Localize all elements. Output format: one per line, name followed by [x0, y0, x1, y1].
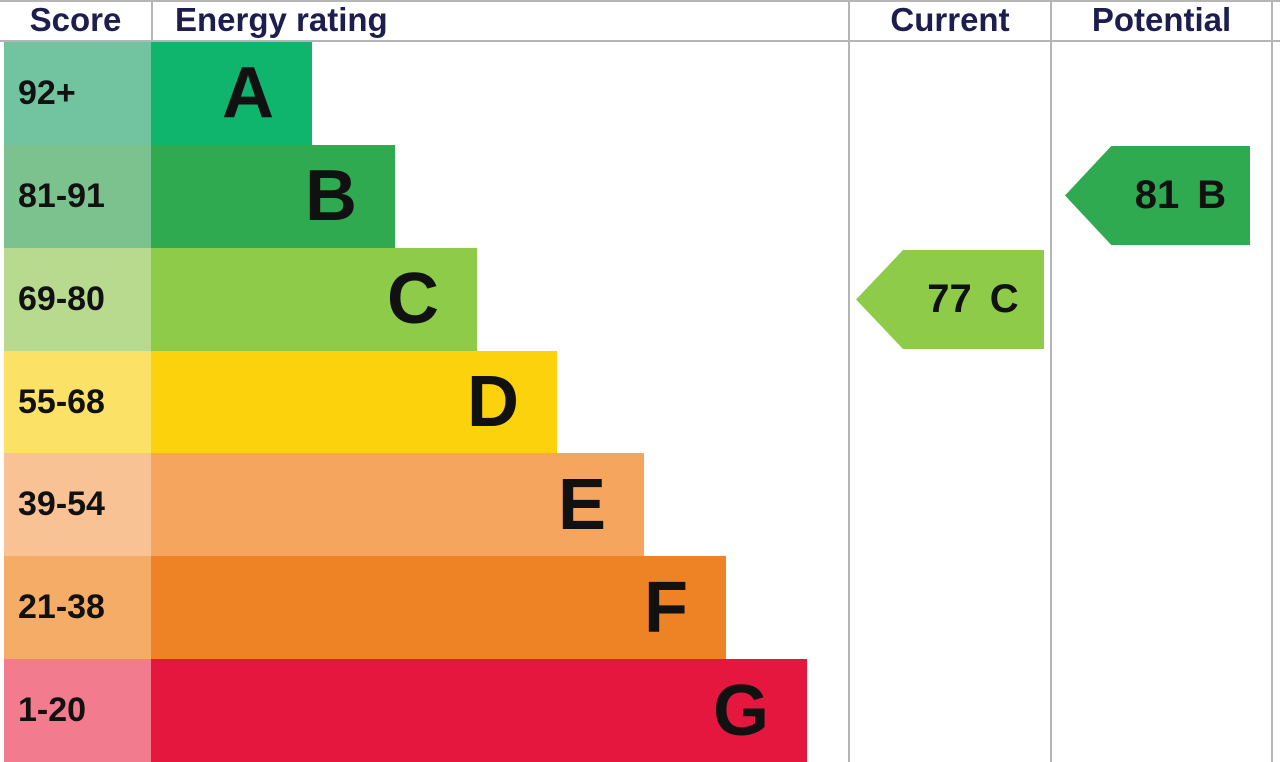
current-band-letter: C	[989, 277, 1019, 321]
rating-bar-e: E	[151, 453, 644, 557]
score-range-a: 92+	[4, 42, 151, 145]
current-column-divider	[848, 0, 850, 762]
table-header: Score Energy rating Current Potential	[0, 0, 1280, 40]
potential-rating-arrow: 81 B	[1065, 146, 1250, 245]
bands: 92+ A 81-91 B 69-80 C 55-68 D 39-54 E 21-38 F 1-20 G	[0, 42, 848, 762]
score-range-f: 21-38	[4, 556, 151, 660]
table-right-border	[1271, 0, 1273, 762]
potential-band-letter: B	[1197, 173, 1227, 217]
band-row-d: 55-68 D	[0, 350, 848, 454]
table-top-border	[0, 0, 1280, 2]
score-range-c: 69-80	[4, 247, 151, 351]
header-potential: Potential	[1091, 1, 1232, 38]
score-range-e: 39-54	[4, 453, 151, 557]
score-range-g: 1-20	[4, 659, 151, 762]
header-bottom-border	[0, 40, 1280, 42]
rating-bar-g: G	[151, 659, 807, 762]
current-score-value: 77	[927, 277, 972, 321]
band-row-g: 1-20 G	[0, 659, 848, 762]
rating-bar-c: C	[151, 247, 477, 351]
current-rating-arrow: 77 C	[856, 250, 1044, 349]
rating-bar-a: A	[151, 42, 312, 145]
band-row-f: 21-38 F	[0, 556, 848, 660]
rating-bar-f: F	[151, 556, 726, 660]
header-current: Current	[890, 1, 1010, 38]
score-range-b: 81-91	[4, 144, 151, 248]
potential-score-value: 81	[1134, 173, 1180, 217]
rating-bar-b: B	[151, 144, 395, 248]
score-column-divider	[151, 0, 153, 40]
rating-bar-d: D	[151, 350, 557, 454]
score-range-d: 55-68	[4, 350, 151, 454]
band-row-a: 92+ A	[0, 42, 848, 145]
header-energy-rating: Energy rating	[175, 1, 388, 38]
header-score: Score	[29, 1, 122, 38]
potential-column-divider	[1050, 0, 1052, 762]
band-row-b: 81-91 B	[0, 144, 848, 248]
band-row-e: 39-54 E	[0, 453, 848, 557]
band-row-c: 69-80 C	[0, 247, 848, 351]
